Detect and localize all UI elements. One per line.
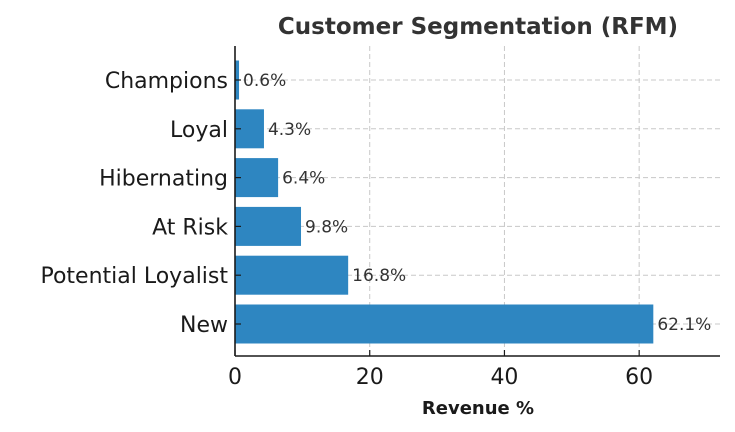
y-tick-labels: Champions Loyal Hibernating At Risk Potentia…	[40, 69, 228, 338]
axes	[234, 46, 720, 357]
data-label: 4.3%	[268, 120, 311, 140]
x-tick-label: 0	[228, 365, 242, 390]
x-tick-label: 20	[356, 365, 384, 390]
y-tick-label: Potential Loyalist	[40, 264, 228, 289]
y-tick-label: At Risk	[152, 215, 228, 240]
bar-potential-loyalist	[235, 255, 349, 295]
data-label: 16.8%	[352, 266, 406, 286]
data-label: 0.6%	[243, 71, 286, 91]
y-tick-label: New	[180, 313, 228, 338]
data-labels: 0.6% 4.3% 6.4% 9.8% 16.8% 62.1%	[243, 71, 711, 335]
bar-new	[235, 304, 654, 344]
x-tick-label: 40	[490, 365, 518, 390]
chart-title: Customer Segmentation (RFM)	[278, 14, 678, 40]
x-axis-label: Revenue %	[422, 398, 534, 419]
y-tick-label: Loyal	[170, 118, 228, 143]
x-tick-label: 60	[625, 365, 653, 390]
y-tick-label: Champions	[105, 69, 228, 94]
data-label: 62.1%	[657, 315, 711, 335]
x-tick-labels: 0 20 40 60	[228, 365, 653, 390]
bar-at-risk	[235, 206, 302, 246]
data-label: 6.4%	[282, 169, 325, 189]
y-tick-label: Hibernating	[99, 167, 228, 192]
bar-hibernating	[235, 158, 279, 198]
bars	[235, 60, 654, 344]
data-label: 9.8%	[305, 217, 348, 237]
